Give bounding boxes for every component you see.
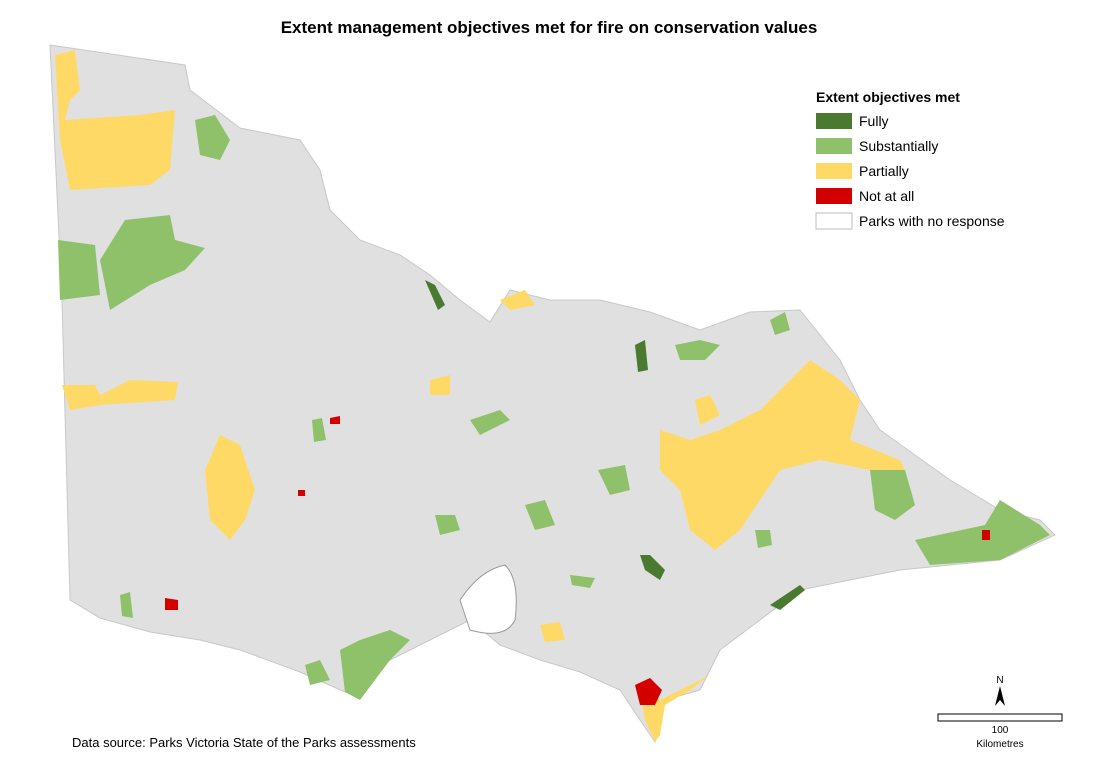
north-label: N [996, 675, 1003, 686]
map-title: Extent management objectives met for fir… [281, 18, 818, 37]
park-region [305, 660, 330, 685]
legend-swatch [815, 212, 853, 230]
park-region [55, 50, 175, 190]
park-region [870, 470, 915, 520]
legend-swatch [816, 188, 852, 204]
park-regions [55, 50, 1050, 742]
park-region [430, 375, 450, 395]
park-region [540, 622, 565, 642]
park-region [195, 115, 230, 160]
legend-label: Substantially [859, 138, 938, 154]
park-region [640, 675, 710, 742]
legend-swatch [816, 138, 852, 154]
scale-unit: Kilometres [976, 739, 1023, 750]
park-region [598, 465, 630, 495]
park-region [675, 340, 720, 360]
park-region [635, 340, 648, 372]
park-region [500, 290, 535, 310]
park-region [425, 280, 445, 310]
north-arrow [995, 686, 1005, 706]
park-region [755, 530, 772, 548]
park-region [165, 598, 178, 610]
scale-bar [937, 713, 1063, 722]
park-region [695, 395, 720, 425]
legend-label: Partially [859, 163, 909, 179]
legend: Fully Substantially Partially Not at all Par… [815, 113, 1005, 230]
park-region [58, 240, 100, 300]
park-region [525, 500, 555, 530]
park-region [660, 360, 905, 550]
legend-label: Not at all [859, 188, 914, 204]
park-region [470, 410, 510, 435]
legend-label: Fully [859, 113, 889, 129]
park-region [570, 575, 595, 588]
bay [459, 564, 517, 634]
park-region [640, 555, 665, 580]
park-region [330, 416, 340, 424]
data-source: Data source: Parks Victoria State of the… [72, 735, 416, 750]
legend-swatch [816, 113, 852, 129]
park-region [340, 630, 410, 700]
park-region [100, 215, 205, 310]
park-region [62, 380, 178, 410]
scale-distance: 100 [992, 725, 1009, 736]
park-region [770, 312, 790, 335]
park-region [770, 585, 805, 610]
legend-title: Extent objectives met [816, 89, 960, 105]
legend-swatch [816, 163, 852, 179]
park-region [635, 678, 662, 705]
park-region [435, 515, 460, 535]
park-region [205, 435, 255, 540]
park-region [982, 530, 990, 540]
park-region [120, 592, 133, 618]
park-region [298, 490, 305, 496]
legend-label: Parks with no response [859, 213, 1005, 229]
park-region [312, 418, 326, 442]
